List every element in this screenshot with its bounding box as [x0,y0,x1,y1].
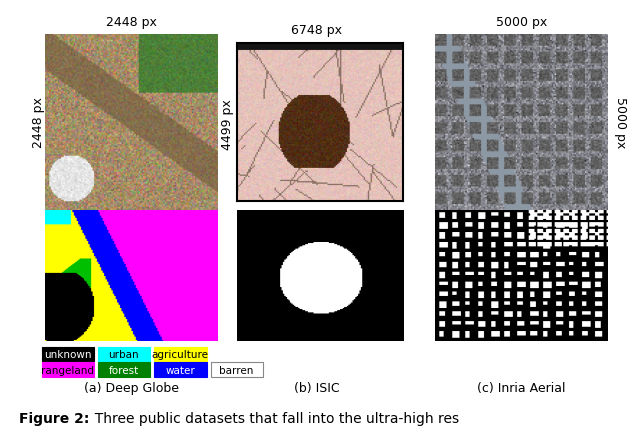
Text: barren: barren [220,365,253,374]
Text: (a) Deep Globe: (a) Deep Globe [84,381,179,394]
Text: water: water [165,365,195,374]
Text: unknown: unknown [44,350,92,359]
Text: Figure 2:: Figure 2: [19,411,90,425]
Text: 2448 px: 2448 px [106,15,157,28]
Text: 6748 px: 6748 px [291,24,342,37]
Text: Three public datasets that fall into the ultra-high res: Three public datasets that fall into the… [86,411,460,425]
Text: 5000 px: 5000 px [496,15,547,28]
Text: (c) Inria Aerial: (c) Inria Aerial [477,381,566,394]
Text: rangeland: rangeland [41,365,94,374]
Text: 5000 px: 5000 px [614,97,627,148]
Text: forest: forest [109,365,139,374]
Text: (b) ISIC: (b) ISIC [294,381,340,394]
Text: agriculture: agriculture [152,350,209,359]
Text: urban: urban [109,350,139,359]
Text: 2448 px: 2448 px [32,97,45,148]
Text: 4499 px: 4499 px [221,99,234,150]
